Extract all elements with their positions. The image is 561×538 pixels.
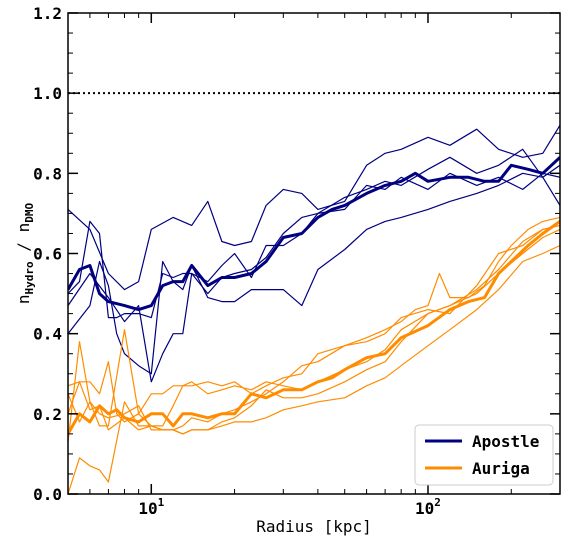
y-tick-label: 0.4 (33, 325, 62, 344)
series-line-apostle-thin-1 (68, 124, 560, 291)
x-tick-label: 102 (415, 496, 441, 518)
x-tick-label: 101 (138, 496, 164, 518)
plot-frame (67, 12, 561, 495)
series-line-apostle-thin-2 (68, 148, 560, 319)
series-line-apostle-median-0 (68, 156, 560, 312)
series-line-apostle-thin-3 (68, 164, 560, 375)
tick-layer: 0.0 0.2 0.4 0.6 0.8 1.0 1.2 101 102 (33, 4, 561, 518)
series-line-auriga-thin-7 (68, 224, 560, 442)
series-layer (68, 124, 560, 494)
legend-label-apostle: Apostle (472, 432, 539, 451)
legend: Apostle Auriga (414, 424, 554, 486)
y-tick-label: 0.8 (33, 164, 62, 183)
y-tick-label: 1.2 (33, 4, 62, 23)
y-tick-label: 0.2 (33, 405, 62, 424)
y-label-sub1: Hydro (23, 261, 36, 294)
series-line-auriga-thin-9 (68, 244, 560, 494)
x-axis-label: Radius [kpc] (256, 517, 372, 536)
legend-label-auriga: Auriga (472, 459, 530, 478)
y-tick-label: 0.0 (33, 485, 62, 504)
series-line-auriga-thin-8 (68, 224, 560, 431)
y-tick-label: 1.0 (33, 84, 62, 103)
y-axis-label: nHydro / nDMO (14, 203, 36, 305)
y-label-sub2: DMO (23, 203, 36, 223)
series-line-auriga-median-5 (68, 220, 560, 435)
y-tick-label: 0.6 (33, 245, 62, 264)
y-label-n2: n (14, 223, 33, 233)
y-label-n1: n (14, 294, 33, 304)
y-label-sep: / (14, 232, 33, 261)
